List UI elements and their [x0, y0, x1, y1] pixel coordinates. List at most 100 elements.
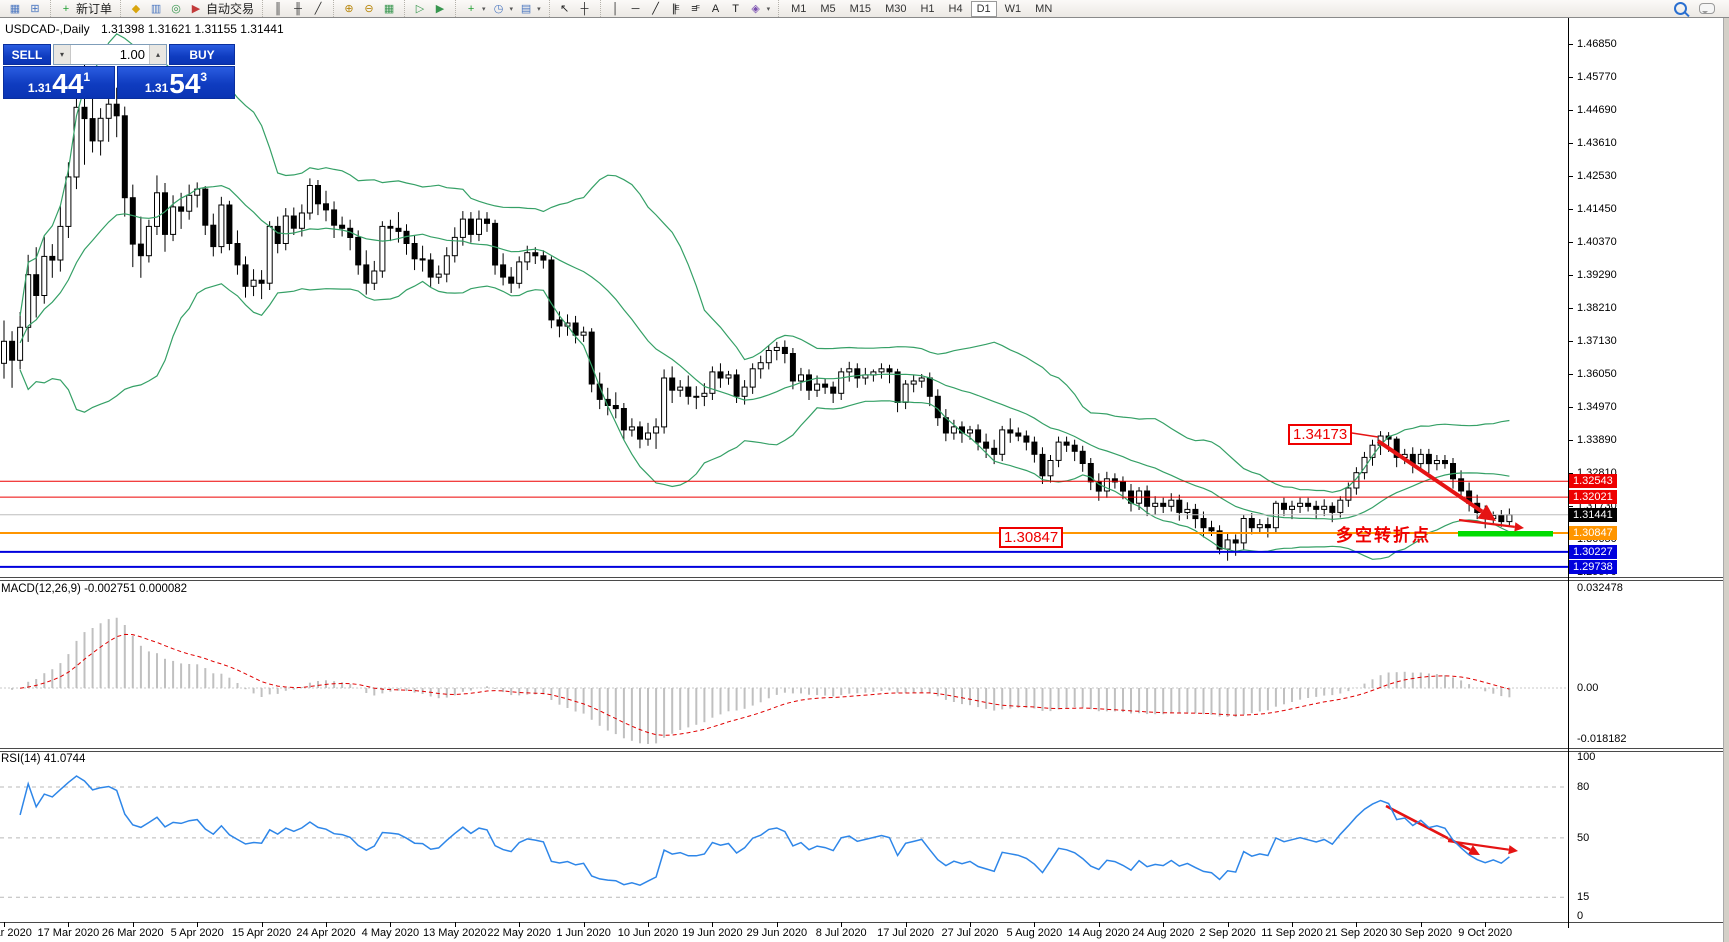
volume-increase-button[interactable]: ▴ [149, 45, 166, 64]
date-tick-mark [519, 922, 521, 927]
timeframe-M30[interactable]: M30 [885, 2, 907, 15]
volume-stepper[interactable]: ▾ 1.00 ▴ [53, 44, 167, 65]
price-tick-mark [1568, 407, 1573, 408]
high-price-annotation[interactable]: 1.34173 [1288, 424, 1353, 445]
tile-windows-icon[interactable]: ▦ [379, 1, 399, 17]
rsi-indicator-label: RSI(14) 41.0744 [1, 753, 86, 765]
date-tick-mark [1420, 922, 1422, 927]
price-tick-label: 1.38210 [1577, 302, 1617, 314]
volume-decrease-button[interactable]: ▾ [54, 45, 71, 64]
zoom-out-icon[interactable]: ⊖ [359, 1, 379, 17]
sell-price-button[interactable]: 1.31 44 1 [3, 66, 115, 99]
line-chart-type-icon[interactable]: ╱ [308, 1, 328, 17]
crosshair-icon: ┼ [580, 2, 589, 15]
timeframe-M1[interactable]: M1 [791, 2, 807, 15]
macd-signal-line [20, 633, 1510, 736]
buy-price-button[interactable]: 1.31 54 3 [117, 66, 235, 99]
auto-scroll-icon[interactable]: ▶ [430, 1, 450, 17]
macd-panel-divider[interactable] [0, 577, 1729, 578]
red-trend-arrow[interactable] [1458, 518, 1515, 528]
date-tick-mark [197, 922, 199, 927]
timeframe-H4[interactable]: H4 [948, 2, 963, 15]
chart-annotations[interactable] [1351, 432, 1553, 855]
new-order-button[interactable]: + 新订单 [56, 1, 115, 17]
fibonacci-icon[interactable]: ≡ F [686, 1, 706, 17]
turning-point-annotation[interactable]: 多空转折点 [1336, 526, 1431, 545]
data-window-icon[interactable]: ▥ [146, 1, 166, 17]
timeframe-M15[interactable]: M15 [849, 2, 872, 15]
templates-icon[interactable]: ▤ ▾ [516, 1, 544, 17]
sell-button[interactable]: SELL [3, 44, 51, 65]
rsi-scale-label: 15 [1577, 891, 1590, 903]
zoom-in-icon[interactable]: ⊕ [339, 1, 359, 17]
bollinger-upper-band[interactable] [19, 33, 1510, 493]
marketwatch-icon[interactable]: ◆ [126, 1, 146, 17]
date-tick-label: 22 May 2020 [487, 927, 551, 939]
date-tick-mark [970, 922, 971, 927]
date-tick-label: 8 Mar 2020 [0, 927, 32, 939]
timeframe-W1[interactable]: W1 [1004, 2, 1022, 15]
date-tick-label: 5 Aug 2020 [1006, 927, 1063, 939]
vertical-line-icon[interactable]: │ [606, 1, 626, 17]
chart-shift-icon[interactable]: ▷ [410, 1, 430, 17]
timeframe-MN[interactable]: MN [1035, 2, 1053, 15]
timeframe-M5[interactable]: M5 [820, 2, 836, 15]
trendline-icon[interactable]: ╱ [646, 1, 666, 17]
chart-windows-icon[interactable]: ⊞ [25, 1, 45, 17]
equidistant-channel-icon[interactable]: ∥ E [666, 1, 686, 17]
periods-icon[interactable]: ◷ ▾ [489, 1, 517, 17]
date-tick-mark [1356, 922, 1358, 927]
price-axis[interactable]: 1.46850 1.45770 1.44690 1.43610 1.42530 1.414… [1568, 17, 1723, 928]
macd-indicator-label: MACD(12,26,9) -0.002751 0.000082 [1, 583, 188, 595]
new-chart-icon[interactable]: ▦ [5, 1, 25, 17]
date-tick-mark [1163, 922, 1165, 927]
green-highlight-bar[interactable] [1458, 531, 1553, 537]
volume-input[interactable]: 1.00 [119, 47, 145, 62]
bollinger-middle-band[interactable] [19, 184, 1510, 520]
date-tick-label: 21 Sep 2020 [1325, 927, 1388, 939]
price-tick-label: 1.33890 [1577, 434, 1617, 446]
date-tick-label: 17 Jul 2020 [877, 927, 935, 939]
horizontal-line-icon[interactable]: ─ [626, 1, 646, 17]
price-tick-mark [1568, 473, 1573, 474]
chevron-down-icon[interactable]: ▾ [537, 5, 541, 13]
red-trend-arrow[interactable] [1376, 439, 1484, 514]
chevron-down-icon[interactable]: ▾ [766, 5, 771, 13]
macd-panel[interactable] [0, 617, 1568, 744]
chevron-down-icon[interactable]: ▾ [509, 5, 514, 13]
price-axis-border [1568, 17, 1569, 928]
date-tick-label: 2 Sep 2020 [1199, 927, 1256, 939]
buy-button[interactable]: BUY [169, 44, 235, 65]
support-price-annotation[interactable]: 1.30847 [999, 527, 1064, 548]
line-chart-type-icon: ╱ [314, 2, 322, 15]
timeframe-D1[interactable]: D1 [970, 0, 997, 17]
shapes-icon[interactable]: ◈ ▾ [746, 1, 774, 17]
price-tick-label: 1.39290 [1577, 269, 1617, 281]
search-icon[interactable] [1674, 2, 1687, 15]
signals-icon[interactable]: ◎ [166, 1, 186, 17]
chat-icon[interactable] [1699, 3, 1715, 14]
date-tick-mark [648, 922, 649, 927]
date-tick-mark [261, 922, 263, 927]
crosshair-icon[interactable]: ┼ [575, 1, 595, 17]
cursor-icon[interactable]: ↖ [555, 1, 575, 17]
rsi-panel[interactable] [0, 775, 1568, 898]
text-icon[interactable]: A [706, 1, 726, 17]
date-tick-label: 11 Sep 2020 [1261, 927, 1323, 939]
price-tick-label: 1.46850 [1577, 38, 1617, 50]
date-tick-label: 8 Jul 2020 [815, 927, 867, 939]
auto-trading-button[interactable]: ▶ 自动交易 [186, 1, 257, 17]
red-trend-arrow[interactable] [1447, 839, 1510, 851]
chevron-down-icon[interactable]: ▾ [482, 5, 486, 13]
rsi-panel-divider[interactable] [0, 748, 1729, 749]
date-tick-label: 29 Jun 2020 [746, 927, 808, 939]
indicators-icon[interactable]: + ▾ [461, 1, 489, 17]
timeframe-H1[interactable]: H1 [920, 2, 935, 15]
text-label-icon[interactable]: T [726, 1, 746, 17]
bar-chart-type-icon[interactable]: ║ [268, 1, 288, 17]
candlestick-type-icon[interactable]: ╫ [288, 1, 308, 17]
main-chart[interactable] [1, 33, 1513, 561]
